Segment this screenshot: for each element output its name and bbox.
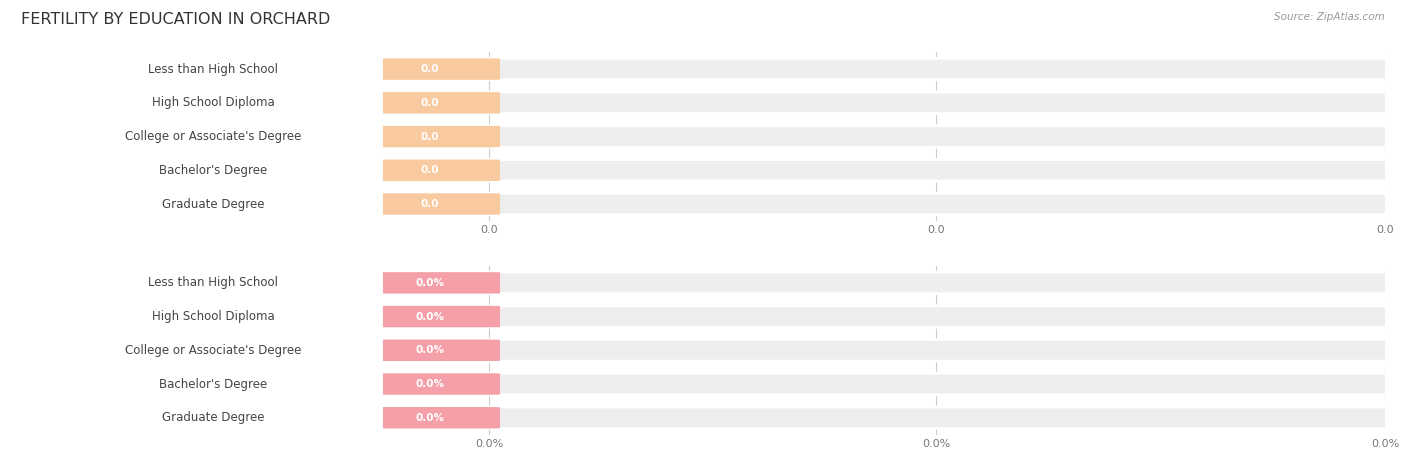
Text: College or Associate's Degree: College or Associate's Degree — [125, 130, 301, 143]
FancyBboxPatch shape — [31, 306, 382, 327]
Text: Less than High School: Less than High School — [148, 276, 278, 289]
Text: High School Diploma: High School Diploma — [152, 96, 274, 109]
FancyBboxPatch shape — [31, 126, 1396, 147]
FancyBboxPatch shape — [31, 92, 1396, 114]
FancyBboxPatch shape — [31, 92, 382, 114]
FancyBboxPatch shape — [31, 160, 1396, 181]
FancyBboxPatch shape — [31, 272, 382, 294]
FancyBboxPatch shape — [31, 193, 501, 215]
Text: 0.0%: 0.0% — [416, 312, 444, 322]
Text: 0.0: 0.0 — [420, 199, 440, 209]
Text: Graduate Degree: Graduate Degree — [162, 198, 264, 210]
FancyBboxPatch shape — [31, 58, 501, 80]
Text: Bachelor's Degree: Bachelor's Degree — [159, 164, 267, 177]
Text: Source: ZipAtlas.com: Source: ZipAtlas.com — [1274, 12, 1385, 22]
Text: 0.0%: 0.0% — [416, 278, 444, 288]
Text: 0.0: 0.0 — [420, 98, 440, 108]
Text: Graduate Degree: Graduate Degree — [162, 411, 264, 424]
FancyBboxPatch shape — [31, 306, 501, 327]
Text: 0.0: 0.0 — [420, 132, 440, 142]
Text: Less than High School: Less than High School — [148, 63, 278, 76]
FancyBboxPatch shape — [31, 58, 382, 80]
Text: FERTILITY BY EDUCATION IN ORCHARD: FERTILITY BY EDUCATION IN ORCHARD — [21, 12, 330, 27]
FancyBboxPatch shape — [31, 193, 1396, 215]
FancyBboxPatch shape — [31, 340, 501, 361]
FancyBboxPatch shape — [31, 373, 382, 395]
FancyBboxPatch shape — [31, 272, 1396, 294]
FancyBboxPatch shape — [31, 58, 1396, 80]
Text: College or Associate's Degree: College or Associate's Degree — [125, 344, 301, 357]
FancyBboxPatch shape — [31, 407, 501, 428]
FancyBboxPatch shape — [31, 407, 1396, 428]
FancyBboxPatch shape — [31, 126, 501, 147]
FancyBboxPatch shape — [31, 160, 501, 181]
FancyBboxPatch shape — [31, 340, 1396, 361]
Text: 0.0: 0.0 — [420, 64, 440, 74]
FancyBboxPatch shape — [31, 373, 501, 395]
FancyBboxPatch shape — [31, 407, 382, 428]
FancyBboxPatch shape — [31, 340, 382, 361]
FancyBboxPatch shape — [31, 126, 382, 147]
FancyBboxPatch shape — [31, 193, 382, 215]
Text: 0.0%: 0.0% — [416, 413, 444, 423]
Text: High School Diploma: High School Diploma — [152, 310, 274, 323]
FancyBboxPatch shape — [31, 306, 1396, 327]
Text: Bachelor's Degree: Bachelor's Degree — [159, 378, 267, 390]
FancyBboxPatch shape — [31, 92, 501, 114]
Text: 0.0%: 0.0% — [416, 379, 444, 389]
Text: 0.0%: 0.0% — [416, 345, 444, 355]
Text: 0.0: 0.0 — [420, 165, 440, 175]
FancyBboxPatch shape — [31, 272, 501, 294]
FancyBboxPatch shape — [31, 160, 382, 181]
FancyBboxPatch shape — [31, 373, 1396, 395]
